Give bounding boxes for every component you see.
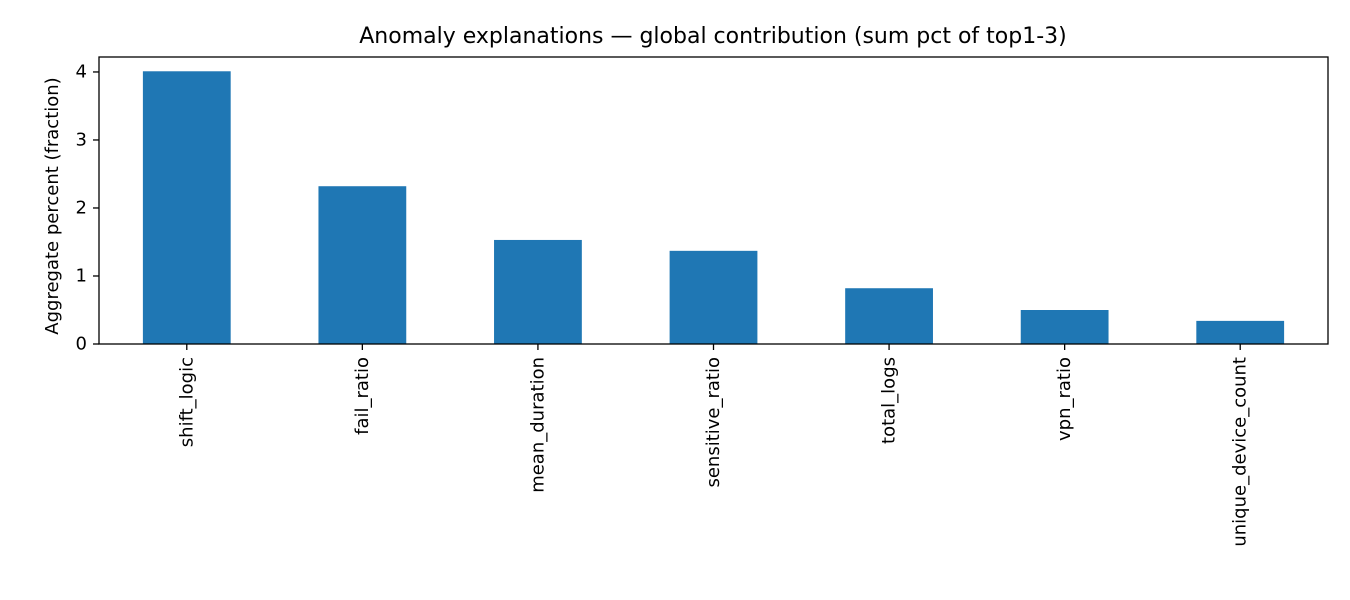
bar-fail_ratio bbox=[318, 186, 407, 344]
x-tick-label: vpn_ratio bbox=[1054, 357, 1075, 441]
y-tick-label: 0 bbox=[76, 334, 87, 355]
bar-vpn_ratio bbox=[1020, 310, 1109, 344]
x-tick-label: total_logs bbox=[879, 357, 900, 444]
x-tick-label: fail_ratio bbox=[352, 357, 373, 435]
bar-total_logs bbox=[845, 288, 933, 344]
y-axis-label: Aggregate percent (fraction) bbox=[42, 77, 63, 334]
x-tick-label: sensitive_ratio bbox=[703, 357, 724, 488]
bar-mean_duration bbox=[494, 239, 582, 344]
y-tick-label: 1 bbox=[76, 265, 87, 286]
plot-area-frame bbox=[98, 56, 1329, 345]
x-ticks-group: shift_logic fail_ratio mean_duration sensit… bbox=[176, 344, 1251, 547]
bar-sensitive_ratio bbox=[669, 250, 758, 344]
x-tick-label: shift_logic bbox=[176, 357, 197, 447]
x-tick-label: unique_device_count bbox=[1230, 357, 1251, 547]
bar-unique_device_count bbox=[1196, 320, 1285, 344]
y-tick-label: 4 bbox=[76, 61, 87, 82]
x-tick-label: mean_duration bbox=[527, 357, 548, 493]
y-tick-label: 3 bbox=[76, 129, 87, 150]
y-tick-label: 2 bbox=[76, 197, 87, 218]
bars-group bbox=[142, 71, 1285, 344]
y-ticks-group: 0 1 2 3 4 bbox=[76, 61, 99, 355]
bar-shift_logic bbox=[142, 71, 231, 344]
chart-title: Anomaly explanations — global contributi… bbox=[359, 24, 1067, 49]
